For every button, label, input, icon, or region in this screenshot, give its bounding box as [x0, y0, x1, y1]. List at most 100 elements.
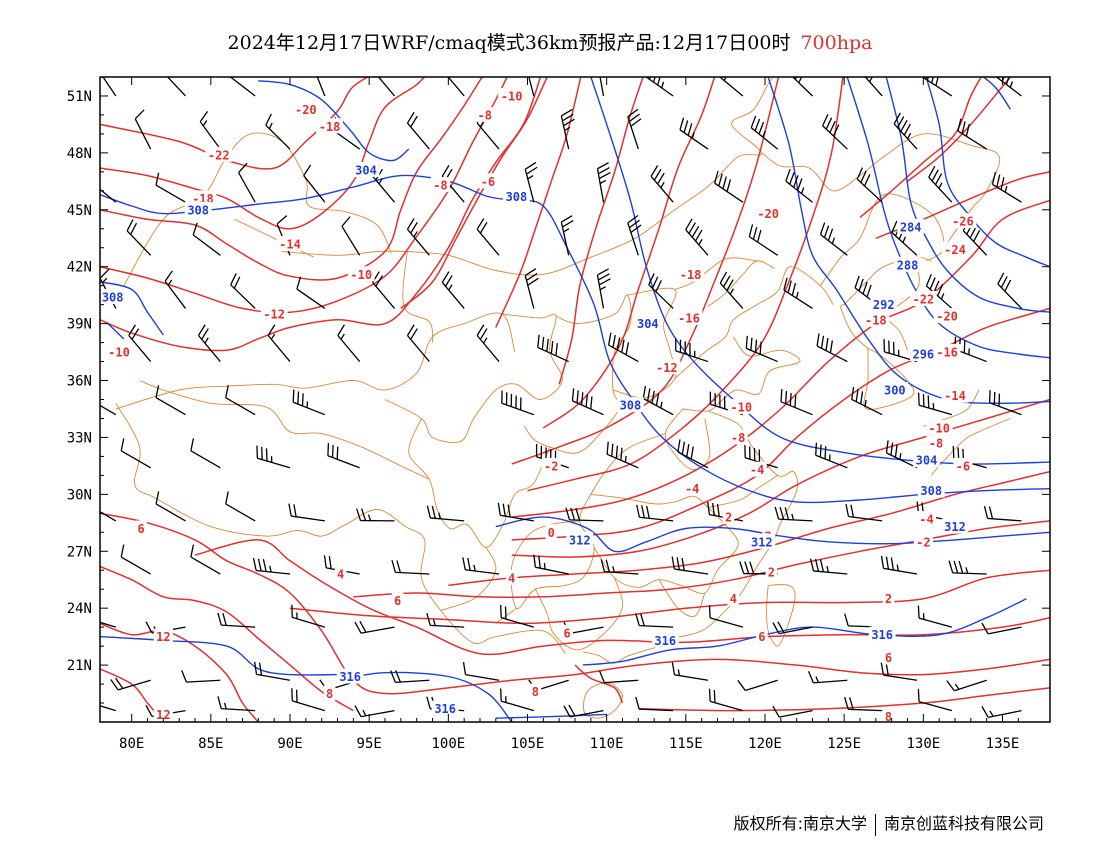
- wind-barb: [708, 688, 744, 712]
- wind-barb: [197, 324, 221, 362]
- wind-barb: [815, 442, 848, 469]
- svg-text:-16: -16: [678, 311, 700, 325]
- svg-text:308: 308: [920, 484, 942, 498]
- wind-barb: [120, 438, 151, 469]
- wind-barb: [537, 334, 569, 363]
- temperature-label: -18: [677, 266, 704, 282]
- geopotential-label: 304: [913, 452, 940, 468]
- svg-text:-2: -2: [916, 535, 930, 549]
- border-line: [583, 682, 623, 719]
- wind-barb: [476, 218, 500, 256]
- wind-barb: [327, 443, 360, 469]
- wind-barb: [100, 511, 117, 522]
- svg-text:-14: -14: [944, 389, 966, 403]
- svg-text:-10: -10: [108, 346, 130, 360]
- isotherm-line: [100, 512, 1050, 695]
- wind-barb: [316, 77, 326, 97]
- wind-barb: [291, 688, 326, 712]
- border-line: [440, 547, 497, 611]
- isotherm-line: [907, 77, 1012, 182]
- geopotential-label: 292: [870, 296, 898, 312]
- wind-barb: [406, 218, 430, 256]
- temperature-label: -18: [862, 311, 890, 327]
- wind-barb: [528, 77, 535, 97]
- longitude-axis: 80E 85E 90E 95E 100E 105E 110E 115E 120E 125E 130E…: [119, 77, 1019, 752]
- temperature-label: -10: [498, 87, 526, 103]
- svg-text:-8: -8: [731, 431, 745, 445]
- border-line: [766, 584, 796, 647]
- wind-barb: [627, 108, 642, 150]
- wind-barb: [164, 270, 187, 309]
- geopotential-label: 284: [897, 218, 925, 234]
- temperature-label: -16: [933, 344, 961, 360]
- isotherm-line: [527, 77, 844, 492]
- geopotential-contour-line: [767, 77, 1050, 405]
- temperature-label: -20: [933, 308, 961, 324]
- wind-barb: [391, 560, 430, 575]
- geopotential-contour-line: [337, 671, 513, 722]
- wind-barb: [807, 670, 848, 684]
- lat-tick-label: 21N: [67, 658, 92, 674]
- wind-barb: [774, 506, 813, 522]
- svg-text:-6: -6: [956, 459, 970, 473]
- svg-text:-22: -22: [912, 292, 934, 306]
- border-line: [664, 408, 711, 471]
- map-title: 2024年12月17日WRF/cmaq模式36km预报产品:12月17日00时 7…: [0, 28, 1100, 55]
- temperature-label: -4: [916, 511, 937, 527]
- svg-text:-4: -4: [750, 463, 764, 477]
- geopotential-label: 300: [881, 382, 909, 398]
- svg-text:308: 308: [620, 399, 642, 413]
- wind-barb: [607, 332, 639, 363]
- wind-barb: [772, 621, 813, 635]
- wind-barb: [780, 389, 813, 416]
- footer-separator: [874, 813, 876, 836]
- wind-barb: [642, 385, 674, 416]
- geopotential-label: 316: [651, 632, 679, 648]
- temperature-label: -18: [316, 118, 343, 134]
- lon-tick-label: 90E: [277, 736, 302, 752]
- wind-barb: [997, 272, 1022, 309]
- lon-tick-label: 100E: [431, 736, 465, 752]
- wind-barb: [925, 273, 953, 309]
- svg-text:296: 296: [912, 347, 934, 361]
- wind-barb: [225, 385, 256, 416]
- geopotential-label: 308: [617, 397, 644, 413]
- wind-barb: [100, 705, 117, 712]
- svg-text:-10: -10: [350, 268, 372, 282]
- svg-text:-18: -18: [865, 313, 887, 327]
- wind-barb: [155, 172, 186, 203]
- svg-text:308: 308: [506, 190, 528, 204]
- temperature-label: 6: [561, 624, 573, 640]
- temperature-label: 6: [756, 628, 768, 644]
- wind-barb: [627, 214, 642, 256]
- geopotential-label: 308: [917, 482, 945, 498]
- wind-barb: [225, 491, 256, 522]
- temperature-label: -4: [747, 461, 767, 477]
- temperature-label: 12: [153, 706, 173, 722]
- wind-barb: [598, 670, 639, 684]
- isotherm-line: [100, 77, 542, 352]
- isotherm-line: [100, 77, 483, 281]
- isotherm-line: [574, 664, 624, 704]
- isotherm-line: [638, 687, 1050, 712]
- wind-barb: [265, 113, 291, 150]
- company-name: 南京创蓝科技有限公司: [883, 814, 1044, 833]
- wind-barb: [981, 706, 1022, 718]
- temperature-label: 8: [882, 708, 895, 722]
- temperature-label: -2: [541, 457, 561, 473]
- svg-text:4: 4: [508, 571, 515, 585]
- geopotential-label: 312: [941, 518, 969, 534]
- temperature-label: 4: [505, 569, 518, 585]
- temperature-label: -4: [682, 480, 702, 496]
- border-line: [674, 257, 758, 290]
- wind-barb: [991, 171, 1022, 203]
- temperature-label: -10: [105, 344, 133, 360]
- svg-text:-16: -16: [936, 346, 958, 360]
- svg-text:308: 308: [187, 203, 209, 217]
- wind-barb: [128, 324, 152, 362]
- wind-barb: [341, 216, 361, 256]
- svg-text:-14: -14: [279, 237, 301, 251]
- wind-barb: [462, 557, 500, 575]
- isotherm-line: [289, 569, 1050, 625]
- lon-tick-label: 105E: [511, 736, 545, 752]
